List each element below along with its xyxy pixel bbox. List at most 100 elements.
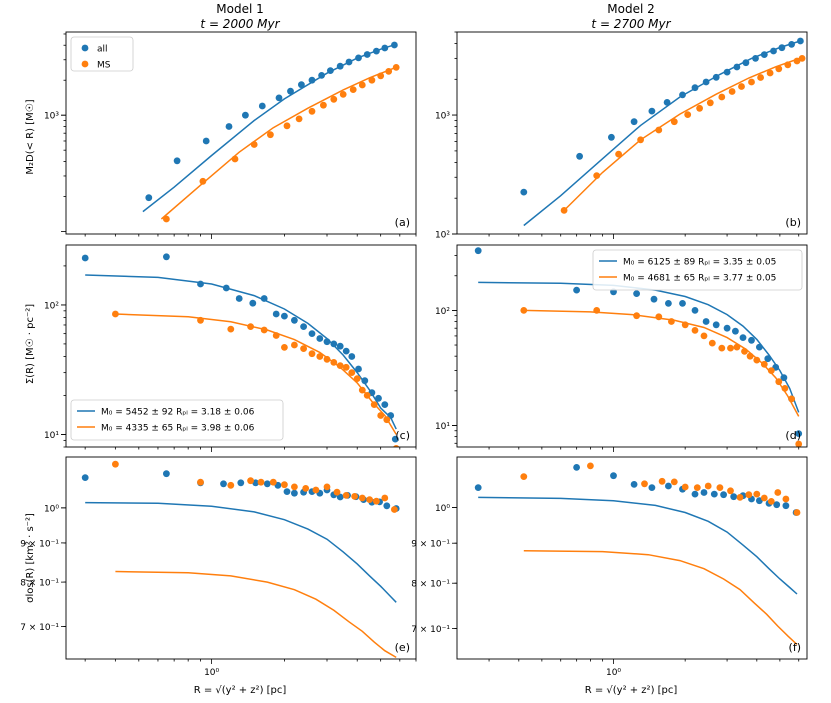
data-point: [767, 498, 775, 505]
fit-line: [115, 570, 397, 659]
data-point: [368, 76, 376, 84]
legend-label: M₀ = 4335 ± 65 Rₚₗ = 3.98 ± 0.06: [101, 424, 255, 434]
data-point: [173, 157, 181, 165]
data-point: [681, 483, 689, 491]
data-point: [327, 67, 334, 74]
data-point: [235, 295, 243, 302]
data-point: [520, 188, 528, 196]
data-point: [746, 352, 754, 360]
fit-line: [478, 496, 798, 595]
data-point: [381, 494, 389, 502]
series-ms: [160, 64, 400, 223]
legend: M₀ = 5452 ± 92 Rₚₗ = 3.18 ± 0.06 M₀ = 433…: [70, 399, 284, 441]
data-point: [202, 137, 210, 145]
data-point: [679, 300, 686, 307]
data-point: [753, 490, 761, 498]
data-point: [308, 350, 316, 358]
data-point: [670, 118, 678, 126]
data-point: [312, 486, 320, 494]
series-all: [142, 41, 398, 213]
data-point: [355, 365, 362, 373]
data-point: [81, 254, 89, 262]
data-point: [275, 94, 283, 102]
ylabel-mass: M₂D(< R) [M☉]: [25, 99, 36, 174]
data-point: [681, 321, 689, 329]
data-point: [339, 91, 347, 98]
data-point: [393, 445, 400, 447]
fit-line: [478, 281, 800, 413]
data-point: [760, 360, 768, 368]
data-point: [222, 284, 230, 292]
data-point: [308, 76, 316, 84]
data-point: [333, 488, 341, 496]
legend-label: MS: [97, 61, 111, 71]
data-point: [112, 460, 119, 468]
data-point: [336, 342, 344, 350]
data-point: [732, 327, 739, 335]
data-point: [302, 485, 310, 492]
data-point: [257, 478, 265, 486]
column-2-title: Model 2: [607, 2, 654, 16]
data-point: [739, 334, 747, 341]
panel-d: 10¹ 10² (d) M₀ = 6125 ± 89 Rₚₗ = 3.35 ± 0.0…: [435, 244, 808, 452]
data-point: [267, 131, 274, 139]
y-tick-label: 8 × 10⁻¹: [20, 579, 59, 589]
data-point: [247, 477, 255, 485]
data-point: [712, 321, 720, 329]
data-point: [560, 207, 568, 214]
data-point: [323, 483, 331, 491]
data-point: [679, 91, 686, 99]
axes-frame: [65, 244, 417, 448]
panel-label: (c): [395, 429, 410, 442]
data-point: [718, 93, 726, 101]
data-point: [318, 72, 325, 79]
data-point: [330, 95, 338, 103]
data-point: [348, 369, 356, 376]
data-point: [780, 374, 788, 382]
data-point: [610, 472, 617, 480]
data-point: [700, 332, 708, 340]
data-point: [573, 286, 580, 294]
data-point: [587, 462, 594, 470]
data-point: [693, 484, 701, 491]
data-point: [757, 74, 764, 81]
panel-c: 10¹ 10² (c) M₀ = 5452 ± 92 Rₚₗ = 3.18 ± 0.0…: [44, 244, 417, 452]
data-point: [753, 356, 761, 364]
data-point: [381, 401, 389, 408]
data-point: [630, 481, 638, 488]
data-point: [358, 494, 366, 502]
data-point: [323, 355, 331, 363]
panel-a: 10³ (a) all MS: [44, 31, 417, 239]
data-point: [220, 480, 227, 488]
legend: all MS: [70, 36, 134, 72]
panel-f: 7 × 10⁻¹ 8 × 10⁻¹ 9 × 10⁻¹ 10⁰ 10⁰ (f): [411, 456, 808, 678]
data-point: [316, 353, 324, 360]
data-point: [756, 343, 763, 351]
panel-label: (f): [789, 641, 801, 654]
data-point: [788, 41, 795, 48]
y-tick-label: 10²: [435, 307, 450, 317]
data-point: [336, 62, 344, 70]
xlabel-left: R = √(y² + z²) [pc]: [194, 685, 287, 696]
data-point: [373, 47, 380, 55]
data-point: [281, 481, 288, 489]
data-point: [593, 307, 601, 314]
y-tick-label: 7 × 10⁻¹: [411, 625, 450, 635]
axes-frame: [65, 456, 417, 660]
data-point: [163, 470, 170, 478]
data-point: [375, 394, 382, 402]
data-point: [291, 341, 298, 349]
data-point: [385, 68, 393, 75]
data-point: [197, 280, 204, 288]
data-point: [281, 344, 288, 351]
data-point: [336, 362, 344, 369]
data-point: [197, 478, 204, 486]
data-point: [300, 323, 307, 330]
panel-label: (d): [785, 429, 801, 442]
data-point: [197, 316, 204, 324]
x-tick-label: 10⁰: [204, 668, 219, 678]
data-point: [793, 57, 801, 65]
data-point: [691, 84, 699, 92]
data-point: [782, 495, 790, 503]
axes-frame: [456, 456, 808, 660]
